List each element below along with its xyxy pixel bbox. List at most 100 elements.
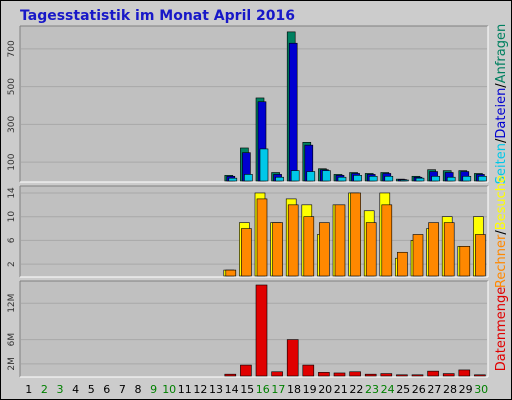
bar-datenmenge-day-27 (427, 370, 439, 377)
bar-datenmenge-day-24 (380, 373, 393, 377)
side-label-part: / (494, 83, 509, 88)
chart-title: Tagesstatistik im Monat April 2016 (20, 8, 295, 24)
bar-rechner-day-16 (256, 198, 268, 277)
y-tick-label: 2 (7, 261, 17, 267)
bar-rechner-day-24 (381, 204, 393, 277)
y-tick-label: 12M (7, 294, 17, 313)
bar-rechner-day-21 (334, 204, 346, 277)
bar-datenmenge-day-26 (411, 374, 424, 377)
day-label-21: 21 (334, 383, 348, 396)
day-label-9: 9 (150, 383, 157, 396)
plot-background (20, 26, 488, 182)
bar-rechner-day-27 (428, 222, 439, 277)
day-label-4: 4 (72, 383, 79, 396)
bar-rechner-day-30 (475, 234, 486, 277)
bar-datenmenge-day-18 (286, 339, 299, 377)
bar-datenmenge-day-28 (442, 373, 455, 377)
panel-visits: 2 6 10 14 Rechner/Besuche (7, 175, 509, 288)
bar-rechner-day-23 (365, 222, 377, 277)
bar-seiten-day-25 (400, 179, 409, 182)
bar-rechner-day-19 (303, 216, 315, 277)
side-label-part: Rechner (494, 234, 509, 288)
bar-datenmenge-day-30 (474, 374, 486, 377)
bar-seiten-day-19 (306, 171, 316, 182)
day-label-22: 22 (349, 383, 363, 396)
side-label-traffic: Datenmenge (494, 287, 509, 371)
bar-datenmenge-day-29 (458, 369, 471, 377)
day-label-3: 3 (57, 383, 64, 396)
day-label-1: 1 (25, 383, 32, 396)
x-axis-day-labels: 1 2 3 4 5 6 7 8 9 10 11 12 13 14 15 16 17 18 19 20 21 22 23 24 2… (25, 383, 488, 396)
bar-seiten-day-28 (446, 176, 456, 182)
bar-seiten-day-30 (478, 175, 487, 182)
y-tick-label: 6M (7, 333, 17, 347)
day-label-13: 13 (209, 383, 223, 396)
bar-datenmenge-day-23 (364, 373, 377, 377)
plot-background (20, 186, 488, 277)
bar-datenmenge-day-25 (396, 374, 408, 377)
bar-datenmenge-day-15 (240, 364, 252, 377)
bar-seiten-day-24 (384, 175, 394, 182)
side-label-visits: Rechner/Besuche (494, 175, 509, 288)
bar-seiten-day-18 (290, 170, 300, 182)
day-label-5: 5 (88, 383, 95, 396)
day-label-14: 14 (225, 383, 239, 396)
day-label-30: 30 (474, 383, 488, 396)
bar-seiten-day-29 (462, 175, 472, 182)
bar-rechner-day-14 (225, 269, 237, 277)
y-tick-label: 2M (7, 357, 17, 371)
side-label-requests: Seiten/Dateien/Anfragen (494, 24, 509, 184)
bar-rechner-day-25 (397, 251, 408, 277)
day-label-20: 20 (318, 383, 332, 396)
day-label-23: 23 (365, 383, 379, 396)
day-label-17: 17 (271, 383, 285, 396)
bar-datenmenge-day-20 (318, 372, 330, 377)
bar-datenmenge-day-17 (271, 371, 283, 377)
bar-seiten-day-26 (415, 177, 425, 182)
bar-rechner-day-22 (350, 192, 361, 277)
bar-rechner-day-28 (443, 222, 455, 277)
bar-seiten-day-14 (228, 177, 238, 182)
bar-rechner-day-17 (272, 222, 283, 277)
day-label-15: 15 (240, 383, 254, 396)
bar-datenmenge-day-14 (224, 373, 237, 377)
day-label-11: 11 (178, 383, 192, 396)
y-tick-label: 14 (7, 187, 17, 199)
bar-seiten-day-22 (353, 175, 362, 182)
day-label-19: 19 (303, 383, 317, 396)
bar-seiten-day-21 (337, 176, 347, 182)
bar-seiten-day-16 (259, 148, 269, 182)
bar-seiten-day-17 (275, 176, 284, 182)
side-label-part: Anfragen (494, 24, 509, 84)
bar-rechner-day-18 (287, 204, 299, 277)
bar-datenmenge-day-22 (349, 371, 361, 377)
day-label-16: 16 (256, 383, 270, 396)
plot-background (20, 281, 488, 377)
day-label-10: 10 (162, 383, 176, 396)
day-label-2: 2 (41, 383, 48, 396)
day-label-6: 6 (103, 383, 110, 396)
side-label-part: Seiten (494, 143, 509, 184)
side-label-part: / (494, 230, 509, 235)
panel-traffic: 2M 6M 12M Datenmenge (7, 280, 509, 378)
bar-seiten-day-20 (322, 170, 331, 182)
side-label-part: Datenmenge (494, 287, 509, 371)
bar-rechner-day-20 (319, 222, 330, 277)
day-label-18: 18 (287, 383, 301, 396)
day-label-8: 8 (135, 383, 142, 396)
bar-seiten-day-15 (244, 174, 253, 182)
bar-seiten-day-27 (431, 175, 440, 182)
y-tick-label: 6 (7, 237, 17, 243)
y-tick-label: 10 (7, 211, 17, 223)
y-tick-label: 300 (7, 116, 17, 133)
bar-seiten-day-23 (368, 175, 378, 182)
side-label-part: Dateien (494, 88, 509, 139)
bar-datenmenge-day-16 (255, 284, 268, 377)
y-tick-label: 100 (7, 153, 17, 170)
day-label-7: 7 (119, 383, 126, 396)
bar-rechner-day-15 (241, 228, 252, 277)
bar-datenmenge-day-21 (333, 372, 346, 377)
day-label-28: 28 (443, 383, 457, 396)
